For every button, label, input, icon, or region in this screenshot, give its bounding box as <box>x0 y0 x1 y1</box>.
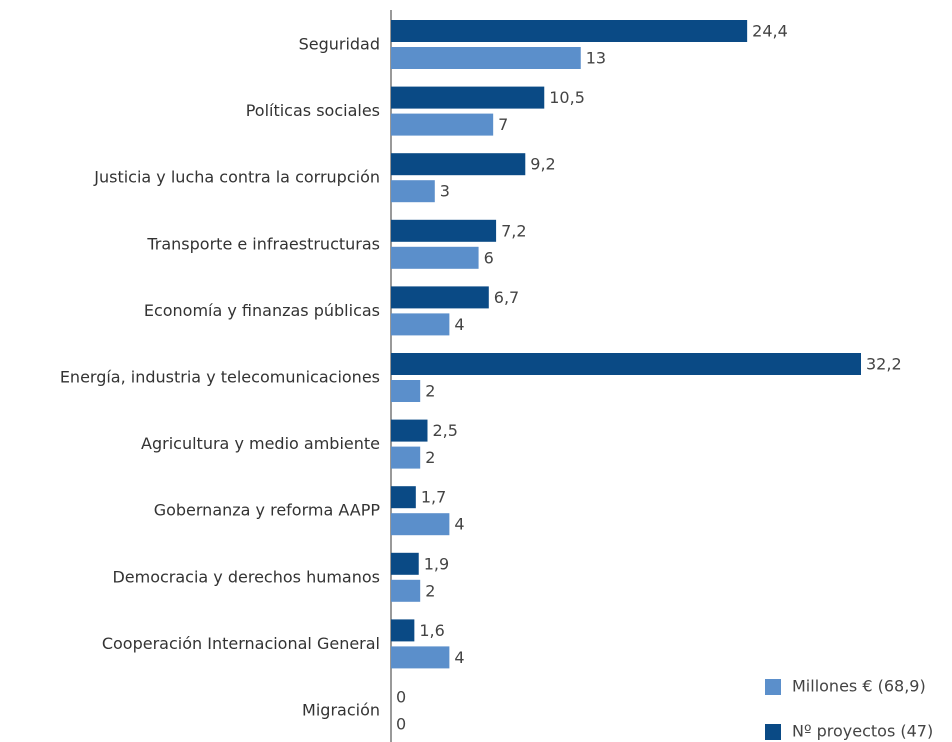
bar <box>391 513 450 536</box>
value-label: 24,4 <box>752 22 788 41</box>
legend-swatch <box>765 724 781 740</box>
legend-label: Millones € (68,9) <box>792 677 926 696</box>
category-label: Justicia y lucha contra la corrupción <box>93 168 380 187</box>
value-label: 9,2 <box>530 155 555 174</box>
value-label: 2 <box>425 581 435 600</box>
bar <box>391 113 494 136</box>
bar <box>391 380 421 402</box>
value-label: 6 <box>484 248 494 267</box>
value-label: 4 <box>454 515 464 534</box>
category-label: Migración <box>302 701 380 720</box>
value-label: 4 <box>454 648 464 667</box>
category-label: Cooperación Internacional General <box>102 634 380 653</box>
bar <box>391 313 450 336</box>
value-label: 6,7 <box>494 288 519 307</box>
value-label: 0 <box>396 688 406 707</box>
bar <box>391 619 415 642</box>
value-label: 1,9 <box>424 554 449 573</box>
bar <box>391 219 497 242</box>
value-label: 10,5 <box>549 88 585 107</box>
bar <box>391 20 748 42</box>
value-label: 1,6 <box>419 621 444 640</box>
bar <box>391 353 861 375</box>
category-label: Democracia y derechos humanos <box>112 567 380 586</box>
bar <box>391 446 421 469</box>
legend-swatch <box>765 679 781 695</box>
legend-label: Nº proyectos (47) <box>792 722 933 741</box>
value-label: 0 <box>396 715 406 734</box>
bar <box>391 47 581 69</box>
category-label: Políticas sociales <box>246 101 380 120</box>
value-label: 3 <box>440 182 450 201</box>
value-label: 13 <box>586 49 606 68</box>
value-label: 32,2 <box>866 355 902 374</box>
bar <box>391 579 421 602</box>
bar <box>391 180 435 203</box>
bar <box>391 246 479 269</box>
category-label: Transporte e infraestructuras <box>146 234 380 253</box>
category-label: Energía, industria y telecomunicaciones <box>60 368 380 387</box>
category-label: Seguridad <box>299 35 380 54</box>
value-label: 2 <box>425 448 435 467</box>
bar <box>391 486 416 509</box>
bar <box>391 419 428 442</box>
value-label: 7 <box>498 115 508 134</box>
category-label: Gobernanza y reforma AAPP <box>154 501 381 520</box>
bar <box>391 646 450 669</box>
value-label: 4 <box>454 315 464 334</box>
bar <box>391 552 419 575</box>
bar <box>391 86 545 109</box>
value-label: 1,7 <box>421 488 446 507</box>
category-label: Agricultura y medio ambiente <box>141 434 380 453</box>
bar <box>391 153 526 176</box>
value-label: 7,2 <box>501 221 526 240</box>
value-label: 2,5 <box>432 421 457 440</box>
category-label: Economía y finanzas públicas <box>144 301 380 320</box>
value-label: 2 <box>425 382 435 401</box>
bar <box>391 286 489 309</box>
